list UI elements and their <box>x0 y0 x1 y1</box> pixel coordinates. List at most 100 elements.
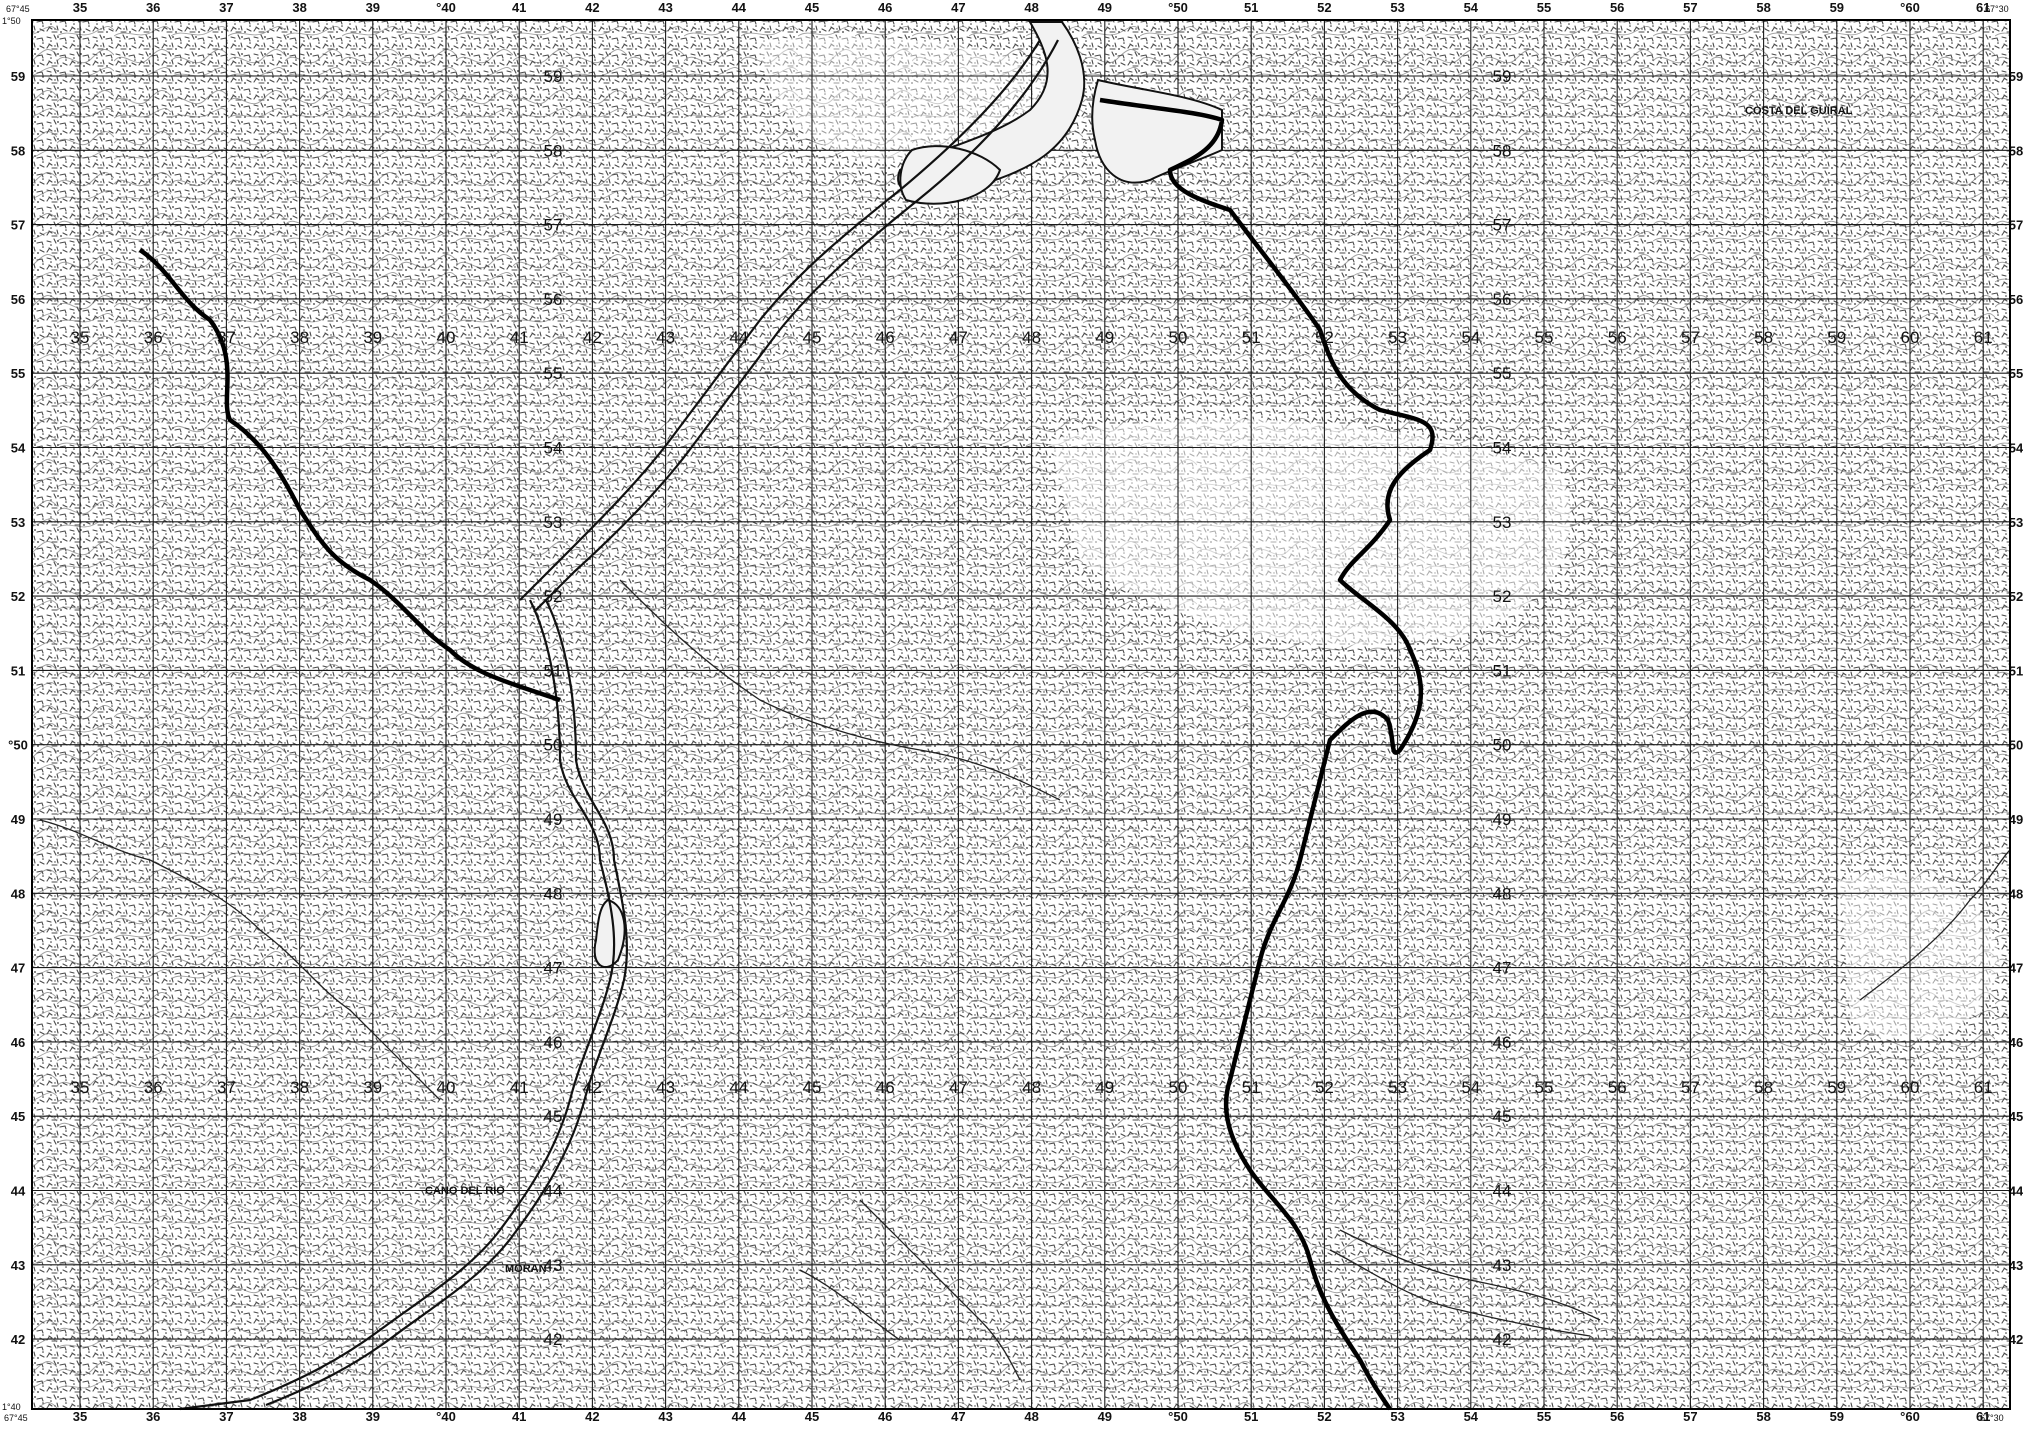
grid-row-label-lower: 53 <box>1388 1078 1407 1097</box>
right-edge-label: 56 <box>2009 292 2023 307</box>
grid-column-label-right: 59 <box>1493 67 1512 86</box>
bottom-edge-label: 46 <box>878 1409 892 1424</box>
bottom-edge-label: 37 <box>219 1409 233 1424</box>
grid-row-label-lower: 43 <box>656 1078 675 1097</box>
top-edge-label: 46 <box>878 0 892 15</box>
bottom-edge-label: 41 <box>512 1409 526 1424</box>
grid-row-label-lower: 61 <box>1974 1078 1993 1097</box>
right-edge-label: 46 <box>2009 1035 2023 1050</box>
boundary-east <box>1099 97 1435 1411</box>
top-edge-label: 48 <box>1024 0 1038 15</box>
grid-row-label-lower: 58 <box>1754 1078 1773 1097</box>
top-edge-label: 51 <box>1244 0 1258 15</box>
grid-row-label-lower: 36 <box>144 1078 163 1097</box>
right-edge-label: 52 <box>2009 589 2023 604</box>
bottom-edge-label: 51 <box>1244 1409 1258 1424</box>
right-edge-labels: 59 58 57 56 55 54 53 52 51 50 49 48 47 46 45 44 43 42 <box>2009 69 2023 1347</box>
grid-row-label-upper: 43 <box>656 328 675 347</box>
grid-column-label-center: 46 <box>544 1033 563 1052</box>
bottom-edge-label: 39 <box>366 1409 380 1424</box>
top-edge-label: 47 <box>951 0 965 15</box>
bottom-edge-label: 53 <box>1390 1409 1404 1424</box>
grid-row-label-upper: 42 <box>583 328 602 347</box>
grid-column-label-right: 57 <box>1493 216 1512 235</box>
ridge-center <box>619 579 1061 801</box>
grid-column-label-right: 55 <box>1493 364 1512 383</box>
grid-column-label-center: 43 <box>544 1256 563 1275</box>
bottom-edge-labels: 35 36 37 38 39 °40 41 42 43 44 45 46 47 48 49 °50 51 52 53… <box>73 1409 1991 1424</box>
grid-row-label-lower: 59 <box>1827 1078 1846 1097</box>
grid-column-label-center: 42 <box>544 1330 563 1349</box>
grid-row-label-upper: 44 <box>729 328 748 347</box>
grid-column-label-right: 49 <box>1493 810 1512 829</box>
top-edge-label: 44 <box>732 0 747 15</box>
bottom-edge-label: °40 <box>436 1409 456 1424</box>
top-edge-label: 61 <box>1976 0 1990 15</box>
place-mouth: CANO DEL RIO <box>425 1185 505 1197</box>
top-edge-label: 35 <box>73 0 87 15</box>
grid-row-label-lower: 51 <box>1242 1078 1261 1097</box>
grid-row-label-upper: 60 <box>1901 328 1920 347</box>
bottom-edge-label: 59 <box>1830 1409 1844 1424</box>
left-edge-label: 43 <box>11 1258 25 1273</box>
right-edge-label: 48 <box>2009 886 2023 901</box>
right-edge-label: 55 <box>2009 366 2023 381</box>
top-edge-label: 56 <box>1610 0 1624 15</box>
top-edge-label: 45 <box>805 0 819 15</box>
grid-row-label-upper: 48 <box>1022 328 1041 347</box>
oxbow-north <box>899 145 1002 205</box>
grid-row-label-upper: 38 <box>290 328 309 347</box>
grid-column-label-center: 51 <box>544 661 563 680</box>
grid-row-label-lower: 42 <box>583 1078 602 1097</box>
right-edge-label: 51 <box>2009 663 2023 678</box>
bottom-edge-label: 43 <box>658 1409 672 1424</box>
left-edge-label: 59 <box>11 69 25 84</box>
grid-column-label-right: 45 <box>1493 1107 1512 1126</box>
bottom-edge-label: 44 <box>732 1409 747 1424</box>
light-area-east <box>1050 418 1571 646</box>
place-north-east: COSTA DEL GUIRAL <box>1745 105 1853 117</box>
left-edge-label: 58 <box>11 143 25 158</box>
grid-column-label-right: 42 <box>1493 1330 1512 1349</box>
corner-bottom-left-lat: 1°40 <box>2 1402 21 1412</box>
grid-row-labels-lower: 35 36 37 38 39 40 41 42 43 44 45 46 47 48 49 50 51 52 53 54… <box>71 1078 1993 1097</box>
stream-southeast <box>1339 1229 1601 1321</box>
left-edge-label: 55 <box>11 366 25 381</box>
grid-row-label-upper: 47 <box>949 328 968 347</box>
left-edge-label: 49 <box>11 812 25 827</box>
right-edge-label: 49 <box>2009 812 2023 827</box>
map-frame <box>31 19 2011 1410</box>
left-edge-labels: 59 58 57 56 55 54 53 52 51 °50 49 48 47 46 45 44 43 42 <box>8 69 28 1347</box>
bottom-edge-label: °60 <box>1900 1409 1920 1424</box>
grid-row-labels-upper: 35 36 37 38 39 40 41 42 43 44 45 46 47 48 49 50 51 52 53 54… <box>71 328 1993 347</box>
stream-south-valley <box>859 1199 1021 1381</box>
grid-column-labels-center: 59 58 57 56 55 54 53 52 51 50 49 48 47 46 45 44 43 42 <box>544 67 563 1349</box>
grid-row-label-upper: 36 <box>144 328 163 347</box>
grid-row-label-upper: 49 <box>1095 328 1114 347</box>
bottom-edge-label: 42 <box>585 1409 599 1424</box>
grid-row-label-lower: 56 <box>1608 1078 1627 1097</box>
left-edge-label: 44 <box>11 1184 26 1199</box>
right-edge-label: 59 <box>2009 69 2023 84</box>
grid-row-label-upper: 58 <box>1754 328 1773 347</box>
right-edge-label: 58 <box>2009 143 2023 158</box>
grid-column-label-right: 52 <box>1493 587 1512 606</box>
top-edge-label: °60 <box>1900 0 1920 15</box>
bottom-edge-label: 35 <box>73 1409 87 1424</box>
grid-column-label-center: 44 <box>544 1182 563 1201</box>
right-edge-label: 57 <box>2009 218 2023 233</box>
top-edge-labels: 35 36 37 38 39 °40 41 42 43 44 45 46 47 48 49 °50 51 52 53… <box>73 0 1991 15</box>
grid-row-label-lower: 37 <box>217 1078 236 1097</box>
grid-row-label-upper: 52 <box>1315 328 1334 347</box>
bottom-edge-label: 38 <box>292 1409 306 1424</box>
top-edge-label: 41 <box>512 0 526 15</box>
grid-column-label-right: 51 <box>1493 661 1512 680</box>
bottom-edge-label: 61 <box>1976 1409 1990 1424</box>
bottom-edge-label: 49 <box>1098 1409 1112 1424</box>
grid-row-label-upper: 41 <box>510 328 529 347</box>
bottom-edge-label: 56 <box>1610 1409 1624 1424</box>
bottom-edge-label: 52 <box>1317 1409 1331 1424</box>
left-edge-label: 48 <box>11 886 25 901</box>
